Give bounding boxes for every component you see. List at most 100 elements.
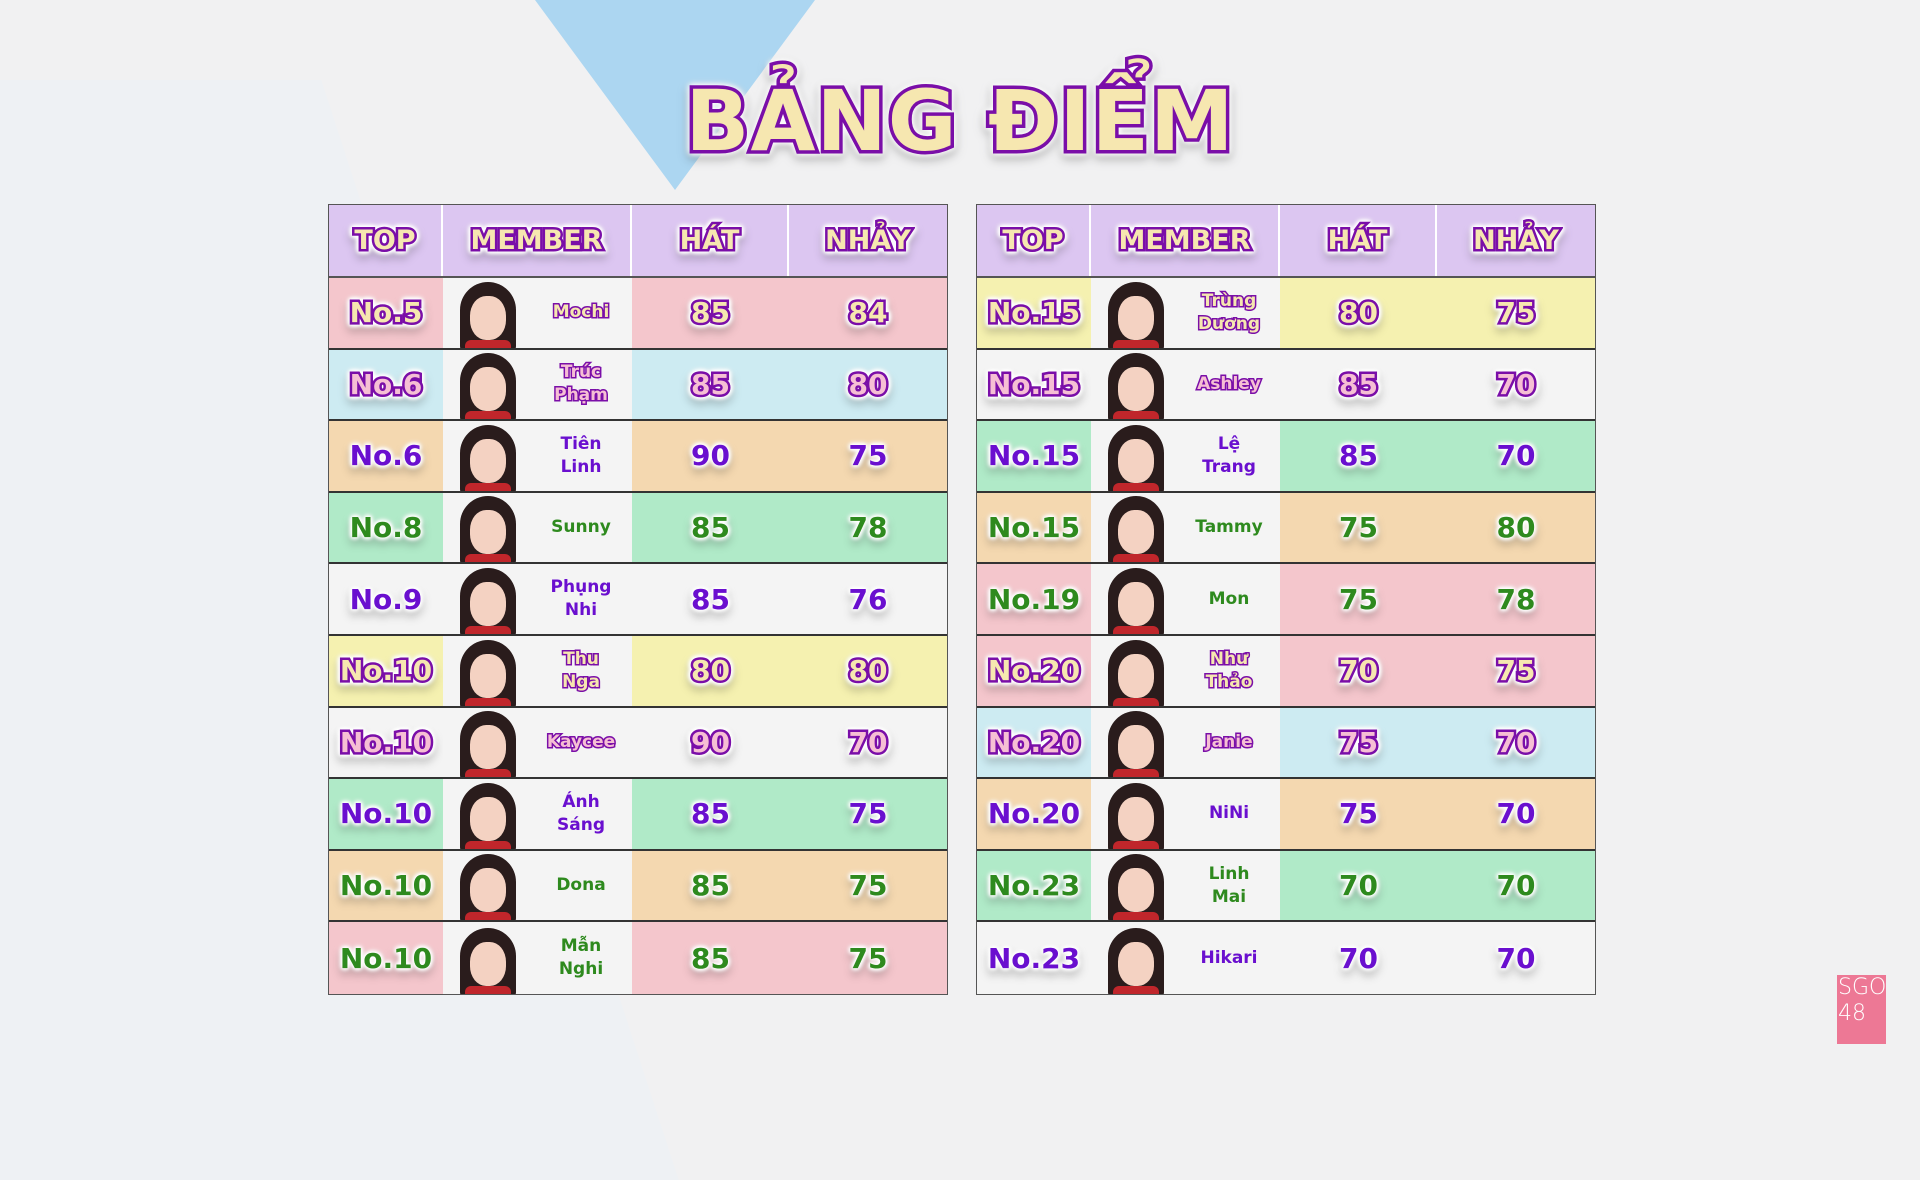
member-name-line: Phụng (550, 577, 612, 598)
hat-score-cell: 90 (632, 421, 789, 491)
member-photo (451, 850, 525, 921)
table-row: No.10 Kaycee 90 70 (329, 707, 947, 780)
nhay-score: 70 (1494, 365, 1538, 403)
rank-label: No.10 (339, 941, 433, 975)
member-photo (451, 421, 525, 491)
nhay-score: 70 (1494, 723, 1538, 761)
hat-score: 85 (1337, 365, 1381, 403)
member-photo (451, 349, 525, 420)
nhay-score: 80 (1496, 511, 1536, 545)
member-cell: Thu Nga (443, 635, 632, 706)
nhay-score: 70 (1496, 869, 1536, 903)
nhay-score-cell: 75 (1437, 635, 1595, 706)
hat-score: 75 (1337, 723, 1381, 761)
header-label: HÁT (677, 223, 742, 259)
member-photo (451, 492, 525, 563)
member-name: Trùng Dương (1179, 289, 1279, 336)
table-row: No.9 Phụng Nhi 85 76 (329, 564, 947, 636)
nhay-score: 70 (846, 723, 890, 761)
member-cell: Ashley (1091, 349, 1280, 420)
hat-score-cell: 85 (632, 564, 789, 634)
rank-cell: No.15 (977, 278, 1091, 348)
table-row: No.19 Mon 75 78 (977, 564, 1595, 636)
outfit-shape (1113, 625, 1159, 634)
nhay-score-cell: 75 (789, 922, 947, 994)
member-cell: Trúc Phạm (443, 349, 632, 420)
table-row: No.10 Ánh Sáng 85 75 (329, 779, 947, 851)
table-row: No.23 Linh Mai 70 70 (977, 850, 1595, 923)
member-name-line: Linh (560, 456, 602, 477)
nhay-score-cell: 78 (789, 492, 947, 563)
outfit-shape (465, 840, 511, 849)
nhay-score-cell: 78 (1437, 564, 1595, 634)
nhay-score-cell: 70 (1437, 850, 1595, 921)
member-cell: Tammy (1091, 492, 1280, 563)
rank-cell: No.5 (329, 278, 443, 348)
hat-score-cell: 85 (632, 922, 789, 994)
nhay-score: 70 (1496, 941, 1536, 975)
logo-text-sgo: SGO (1838, 975, 1886, 1000)
rank-cell: No.10 (329, 635, 443, 706)
outfit-shape (1113, 411, 1159, 420)
outfit-shape (1113, 985, 1159, 994)
hat-score-cell: 85 (632, 278, 789, 348)
table-row: No.23 Hikari 70 70 (977, 922, 1595, 994)
hat-score: 75 (1339, 511, 1378, 545)
member-name: Thu Nga (531, 647, 631, 694)
member-name: Mochi (531, 301, 631, 324)
header-nhay: NHẢY (789, 205, 947, 276)
hat-score-cell: 70 (1280, 635, 1437, 706)
member-name-line: Thu (562, 647, 601, 670)
hat-score-cell: 75 (1280, 779, 1437, 849)
hat-score: 70 (1337, 652, 1381, 690)
member-name: Janie (1179, 730, 1279, 754)
hat-score: 70 (1339, 869, 1378, 903)
hat-score: 85 (1339, 439, 1378, 473)
member-photo (1099, 850, 1173, 921)
nhay-score: 75 (848, 797, 888, 831)
header-hat: HÁT (1280, 205, 1437, 276)
nhay-score-cell: 80 (1437, 492, 1595, 563)
rank-cell: No.10 (329, 922, 443, 994)
member-photo (1099, 421, 1173, 491)
hat-score: 80 (1337, 294, 1381, 332)
hat-score-cell: 70 (1280, 922, 1437, 994)
nhay-score: 75 (848, 941, 888, 975)
member-name-line: Ashley (1196, 372, 1263, 395)
rank-label: No.15 (987, 511, 1081, 545)
hat-score: 85 (689, 365, 733, 403)
member-name: Ánh Sáng (531, 791, 631, 837)
member-name: Tiên Linh (531, 433, 631, 479)
header-label: NHẢY (823, 223, 914, 259)
rank-cell: No.15 (977, 421, 1091, 491)
member-cell: Kaycee (443, 707, 632, 778)
member-name-line: Janie (1204, 730, 1254, 753)
face-shape (1118, 295, 1154, 340)
outfit-shape (465, 339, 511, 348)
header-top: TOP (977, 205, 1091, 276)
member-cell: Phụng Nhi (443, 564, 632, 634)
rank-label: No.5 (347, 294, 425, 332)
header-hat: HÁT (632, 205, 789, 276)
rank-cell: No.23 (977, 922, 1091, 994)
member-name-line: Mon (1208, 588, 1250, 609)
nhay-score-cell: 70 (1437, 349, 1595, 420)
nhay-score-cell: 76 (789, 564, 947, 634)
rank-label: No.15 (987, 439, 1081, 473)
outfit-shape (465, 482, 511, 491)
rank-cell: No.23 (977, 850, 1091, 921)
outfit-shape (465, 554, 511, 563)
outfit-shape (1113, 554, 1159, 563)
face-shape (1118, 510, 1154, 555)
hat-score-cell: 80 (1280, 278, 1437, 348)
face-shape (470, 581, 506, 626)
nhay-score: 76 (848, 582, 888, 616)
header-label: TOP (352, 223, 418, 259)
face-shape (470, 510, 506, 555)
member-photo (1099, 707, 1173, 778)
member-cell: NiNi (1091, 779, 1280, 849)
nhay-score: 75 (1494, 652, 1538, 690)
member-name: Ashley (1179, 372, 1279, 396)
header-member: MEMBER (1091, 205, 1280, 276)
table-row: No.6 Tiên Linh 90 75 (329, 421, 947, 493)
